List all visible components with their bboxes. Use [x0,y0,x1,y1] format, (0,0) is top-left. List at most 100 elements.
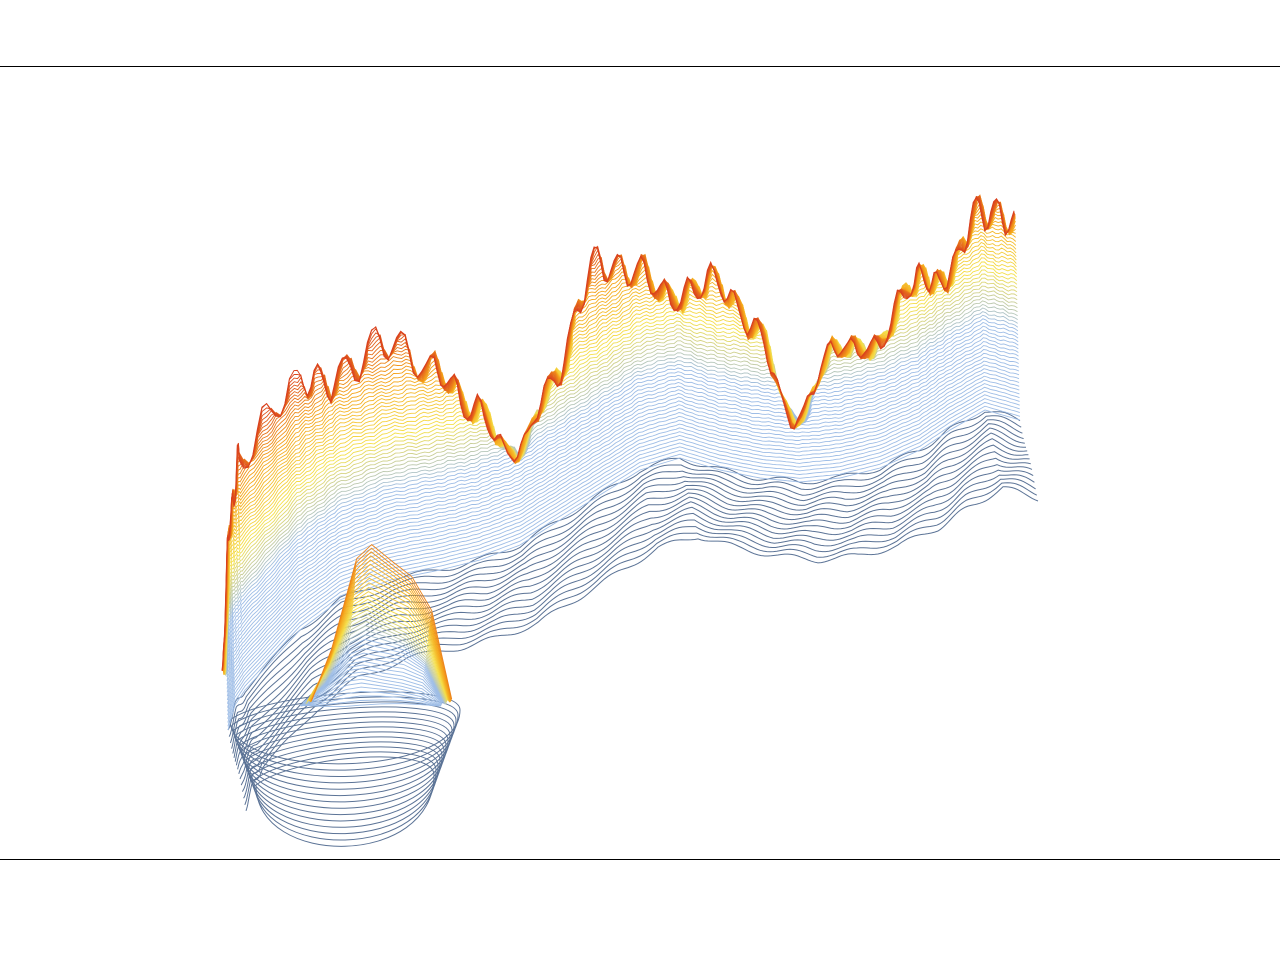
elevation-contour-line [225,325,1019,675]
top-divider-line [0,66,1280,67]
elevation-contour-line [225,311,1018,676]
elevation-contour-stack [221,194,1021,731]
elevation-contour-line [226,360,1020,681]
base-contour-line [241,474,1035,792]
elevation-contour-line [303,656,444,703]
elevation-contour-line [305,629,446,705]
elevation-contour-line [303,652,445,704]
elevation-contour-line [224,281,1018,675]
base-contour-line [245,486,1039,811]
elevation-contour-line [226,364,1020,685]
elevation-contour-line [226,375,1020,697]
elevation-contour-line [301,675,443,705]
elevation-contour-line [223,214,1016,673]
elevation-contour-line [222,195,1016,670]
elevation-contour-line [299,703,441,707]
base-contour-line [231,423,1024,749]
elevation-contour-line [303,660,444,703]
elevation-contour-line [305,620,447,705]
elevation-contour-line [227,390,1020,712]
base-contour-line [228,415,1022,737]
elevation-contour-line [225,300,1018,676]
elevation-contour-line [226,368,1020,689]
elevation-contour-line [225,337,1019,674]
elevation-contour-line [303,648,445,704]
elevation-contour-line [223,221,1016,674]
base-contour-line [232,427,1025,754]
elevation-contour-line [226,345,1019,674]
elevation-contour-line [302,671,443,705]
elevation-contour-line [226,356,1019,678]
elevation-contour-line [224,293,1018,675]
elevation-contour-line [225,303,1018,676]
base-contour-line [244,482,1038,805]
elevation-contour-line [306,609,448,703]
base-contour-line [251,746,439,835]
base-contour-line [239,716,451,797]
elevation-contour-line [225,341,1019,674]
elevation-contour-line [301,686,442,707]
base-contour-line [233,432,1026,758]
elevation-contour-line [222,194,1016,670]
base-contour-line [235,706,455,784]
elevation-contour-line [225,307,1018,676]
elevation-contour-line [226,352,1019,674]
base-contour-line [241,721,449,803]
elevation-contour-line [223,218,1016,674]
elevation-contour-line [225,329,1019,675]
elevation-contour-line [226,379,1020,701]
elevation-contour-line [305,625,447,705]
base-contour-line [243,726,447,809]
elevation-contour-line [304,634,446,705]
bottom-divider-line [0,859,1280,860]
elevation-contour-line [226,349,1019,674]
elevation-contour-line [311,544,453,701]
elevation-contour-line [225,318,1019,676]
elevation-contour-line [224,285,1018,675]
base-contour-line [233,701,457,778]
elevation-contour-line [304,638,446,705]
elevation-contour-line [222,194,1016,670]
elevation-contour-line [227,409,1021,731]
elevation-contour-line [301,682,442,707]
base-contour-line [234,438,1028,762]
elevation-contour-line [302,664,444,703]
elevation-contour-line [227,386,1020,708]
elevation-contour-line [227,394,1020,716]
elevation-contour-line [304,643,445,704]
base-contour-line [255,756,435,847]
elevation-contour-line [302,668,444,704]
base-contour-line [253,751,437,841]
base-contour-line [245,731,445,816]
elevation-contour-line [301,678,443,706]
elevation-contour-line [300,695,441,707]
base-contour-line [237,451,1030,770]
base-contour-line [229,419,1023,744]
elevation-contour-line [222,194,1016,670]
base-contour-line [247,736,443,822]
elevation-contour-line [306,613,448,704]
elevation-contour-line [221,197,1015,671]
elevation-contour-line [300,699,441,707]
elevation-contour-line [225,321,1019,675]
elevation-contour-line [300,690,442,707]
elevation-contour-line [226,383,1020,704]
elevation-contour-line [225,333,1019,674]
elevation-contour-line [306,606,448,702]
elevation-contour-line [227,405,1021,727]
elevation-contour-line [226,372,1020,693]
base-contour-line [229,691,461,765]
elevation-contour-line [224,277,1018,674]
elevation-contour-line [305,616,447,704]
elevation-contour-line [224,289,1018,675]
elevation-contour-line [222,194,1016,670]
base-contour-line [237,711,453,790]
base-contour-line [235,444,1029,766]
elevation-contour-line [224,296,1018,676]
elevation-contour-line [225,314,1019,676]
elevation-contour-line [222,194,1016,670]
elevation-contour-line [227,398,1020,719]
base-contour-line [249,741,441,828]
elevation-contour-line [227,401,1020,723]
